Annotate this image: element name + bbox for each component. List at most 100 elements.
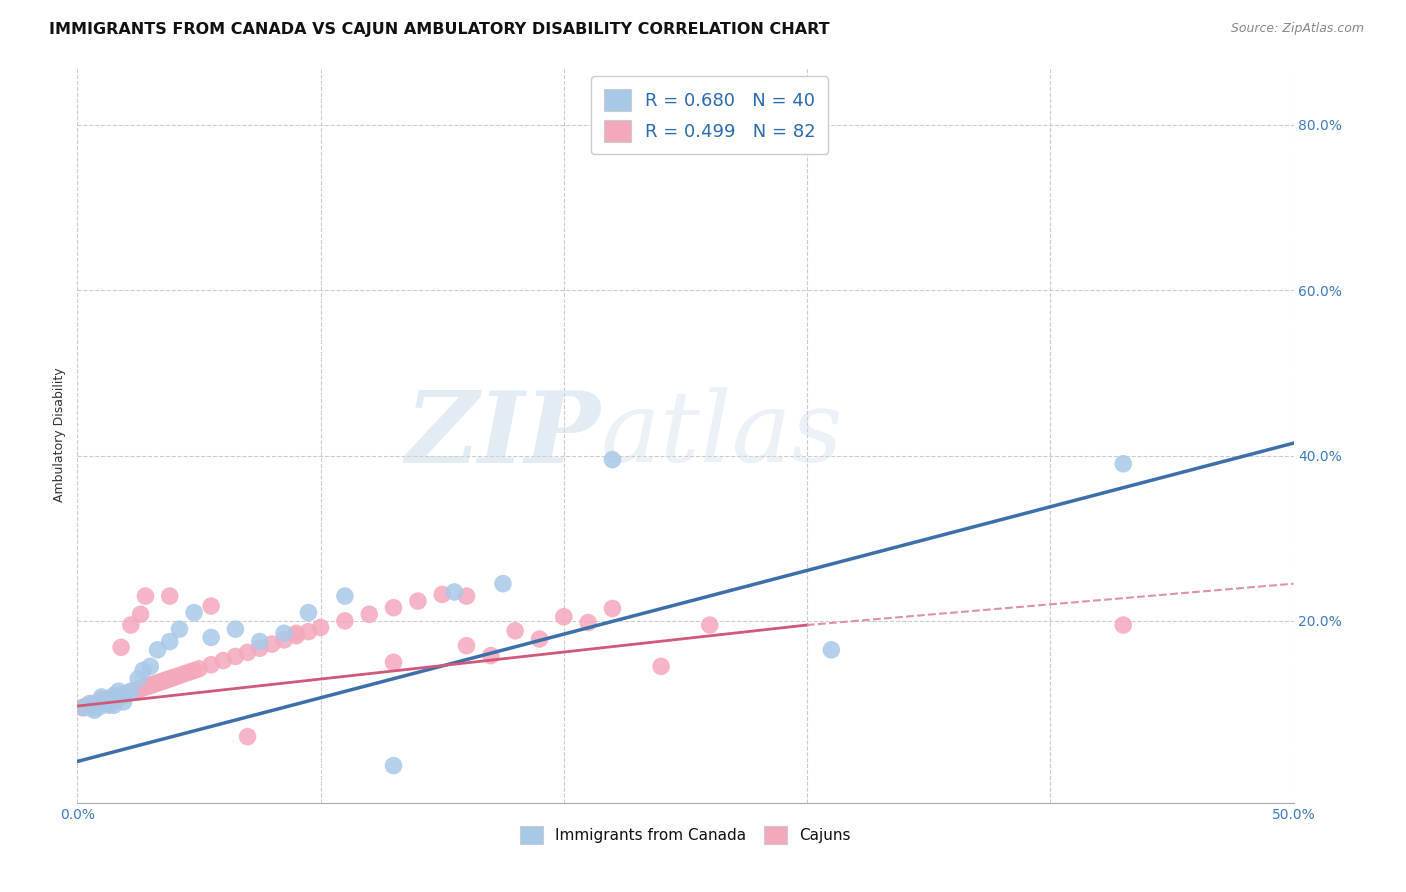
Point: [132, 681, 155, 695]
Point: [112, 695, 135, 709]
Point: [650, 659, 672, 673]
Point: [602, 452, 624, 467]
Point: [127, 672, 149, 686]
Point: [105, 690, 128, 704]
Point: [93, 695, 115, 709]
Point: [200, 599, 222, 613]
Point: [1112, 618, 1135, 632]
Point: [200, 657, 222, 672]
Point: [107, 684, 129, 698]
Point: [1112, 457, 1135, 471]
Legend: Immigrants from Canada, Cajuns: Immigrants from Canada, Cajuns: [513, 820, 858, 850]
Point: [602, 601, 624, 615]
Point: [260, 637, 283, 651]
Point: [83, 703, 105, 717]
Point: [169, 668, 191, 682]
Point: [139, 678, 162, 692]
Point: [79, 698, 101, 713]
Point: [183, 664, 205, 678]
Text: Source: ZipAtlas.com: Source: ZipAtlas.com: [1230, 22, 1364, 36]
Point: [529, 632, 551, 646]
Y-axis label: Ambulatory Disability: Ambulatory Disability: [53, 368, 66, 502]
Point: [699, 618, 721, 632]
Point: [163, 670, 186, 684]
Point: [110, 690, 132, 704]
Point: [285, 626, 308, 640]
Point: [179, 665, 201, 680]
Point: [112, 688, 135, 702]
Point: [173, 666, 195, 681]
Point: [159, 589, 181, 603]
Point: [79, 697, 101, 711]
Point: [105, 692, 128, 706]
Point: [90, 692, 112, 706]
Point: [146, 676, 169, 690]
Point: [382, 655, 405, 669]
Point: [159, 634, 181, 648]
Point: [553, 609, 575, 624]
Point: [132, 664, 155, 678]
Point: [297, 606, 319, 620]
Point: [129, 681, 152, 696]
Point: [333, 589, 356, 603]
Point: [89, 699, 111, 714]
Point: [100, 694, 122, 708]
Point: [153, 673, 176, 688]
Point: [273, 632, 295, 647]
Point: [382, 600, 405, 615]
Point: [146, 643, 169, 657]
Point: [236, 645, 259, 659]
Point: [97, 692, 120, 706]
Point: [249, 641, 271, 656]
Point: [97, 692, 120, 706]
Point: [149, 675, 172, 690]
Point: [159, 672, 181, 686]
Point: [188, 662, 211, 676]
Point: [80, 700, 103, 714]
Point: [212, 654, 235, 668]
Point: [273, 626, 295, 640]
Point: [89, 696, 111, 710]
Point: [86, 698, 108, 713]
Text: atlas: atlas: [600, 387, 844, 483]
Point: [479, 648, 502, 663]
Point: [97, 698, 120, 713]
Point: [183, 606, 205, 620]
Point: [73, 700, 96, 714]
Point: [156, 673, 179, 687]
Point: [120, 618, 142, 632]
Point: [103, 694, 125, 708]
Point: [309, 620, 332, 634]
Text: ZIP: ZIP: [405, 386, 600, 483]
Point: [70, 700, 93, 714]
Point: [90, 697, 112, 711]
Point: [139, 659, 162, 673]
Point: [127, 682, 149, 697]
Point: [125, 683, 148, 698]
Point: [492, 576, 515, 591]
Point: [443, 585, 465, 599]
Point: [115, 688, 138, 702]
Point: [134, 680, 156, 694]
Point: [110, 688, 132, 702]
Point: [152, 674, 174, 689]
Point: [142, 677, 165, 691]
Point: [359, 607, 381, 622]
Point: [122, 684, 145, 698]
Point: [93, 694, 115, 708]
Point: [134, 589, 156, 603]
Point: [103, 690, 125, 705]
Point: [224, 622, 246, 636]
Point: [115, 687, 138, 701]
Point: [107, 689, 129, 703]
Point: [333, 614, 356, 628]
Point: [136, 679, 159, 693]
Point: [96, 693, 118, 707]
Point: [169, 622, 191, 636]
Point: [285, 629, 308, 643]
Point: [143, 677, 166, 691]
Point: [90, 695, 112, 709]
Point: [96, 697, 118, 711]
Point: [406, 594, 429, 608]
Point: [200, 631, 222, 645]
